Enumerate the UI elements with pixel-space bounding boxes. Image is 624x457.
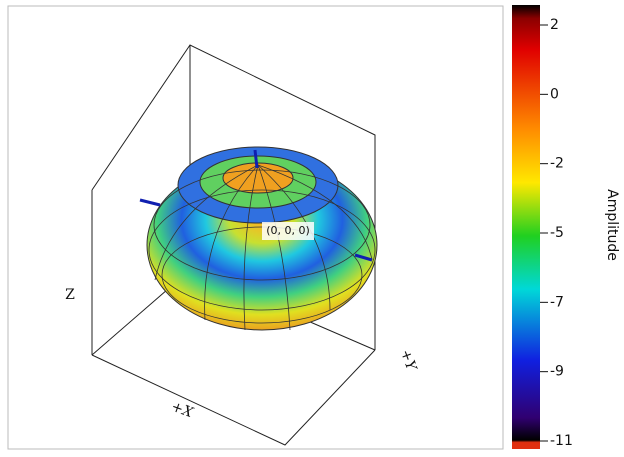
colorbar-tick-label: 0 [550, 86, 559, 102]
colorbar-label: Amplitude [604, 189, 620, 261]
y-axis-label: +Y [397, 347, 420, 374]
origin-label-bg [262, 222, 314, 240]
colorbar-tick-label: 2 [550, 17, 559, 33]
x-axis-label: +X [169, 399, 196, 422]
colorbar-tick-label: -11 [550, 433, 573, 449]
colorbar-tick-label: -2 [550, 156, 564, 172]
z-axis-label: Z [65, 287, 75, 303]
colorbar-ticks: 2 0 -2 -5 -7 -9 -11 [540, 17, 573, 449]
colorbar-tick-label: -9 [550, 364, 564, 380]
colorbar-tick-label: -7 [550, 294, 564, 310]
colorbar [512, 5, 540, 449]
origin-label: (0, 0, 0) [266, 224, 310, 237]
colorbar-tick-label: -5 [550, 225, 564, 241]
pattern-surface [139, 146, 378, 331]
